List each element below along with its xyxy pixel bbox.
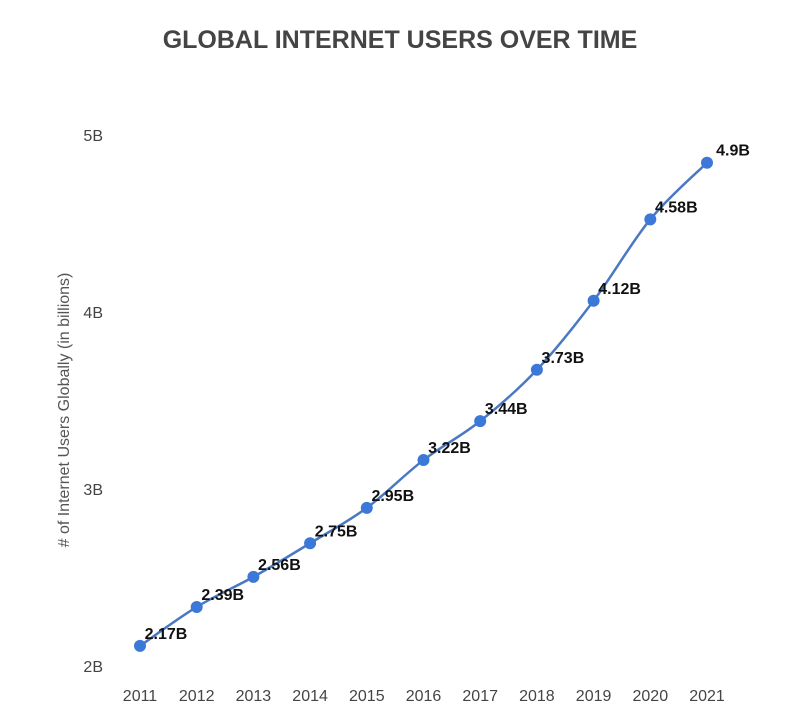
x-tick-label: 2014 (292, 688, 328, 705)
y-tick-label: 5B (83, 128, 103, 145)
y-axis-label: # of Internet Users Globally (in billion… (56, 273, 73, 548)
x-tick-label: 2015 (349, 688, 385, 705)
data-point (190, 600, 203, 613)
data-label: 2.56B (258, 557, 301, 574)
x-tick-label: 2016 (406, 688, 442, 705)
data-point (701, 156, 713, 169)
y-tick-label: 3B (83, 482, 103, 499)
data-point (304, 537, 317, 550)
x-tick-label: 2011 (123, 688, 158, 705)
data-label: 3.22B (428, 440, 471, 457)
x-tick-label: 2020 (633, 688, 669, 705)
data-label: 3.73B (542, 350, 585, 367)
data-label: 2.95B (371, 488, 414, 505)
x-tick-label: 2018 (519, 688, 555, 705)
chart-title: GLOBAL INTERNET USERS OVER TIME (163, 26, 638, 54)
data-point (360, 501, 373, 514)
data-point (134, 639, 146, 652)
data-label: 2.39B (201, 587, 244, 604)
y-tick-label: 4B (83, 305, 103, 322)
series-line (139, 161, 708, 647)
x-tick-label: 2012 (179, 688, 215, 705)
data-label: 4.58B (655, 199, 698, 216)
x-tick-label: 2021 (689, 688, 725, 705)
data-label: 2.17B (145, 626, 188, 643)
y-tick-label: 2B (83, 659, 103, 676)
data-point (644, 213, 657, 226)
data-point (587, 294, 600, 307)
x-tick-label: 2013 (236, 688, 272, 705)
data-label: 2.75B (315, 523, 358, 540)
data-point (247, 570, 260, 583)
x-tick-label: 2017 (462, 688, 498, 705)
data-label: 3.44B (485, 401, 528, 418)
data-label: 4.9B (716, 143, 750, 160)
data-point (474, 415, 487, 428)
x-tick-label: 2019 (576, 688, 612, 705)
data-point (530, 363, 543, 376)
data-point (417, 454, 430, 467)
data-label: 4.12B (598, 281, 641, 298)
